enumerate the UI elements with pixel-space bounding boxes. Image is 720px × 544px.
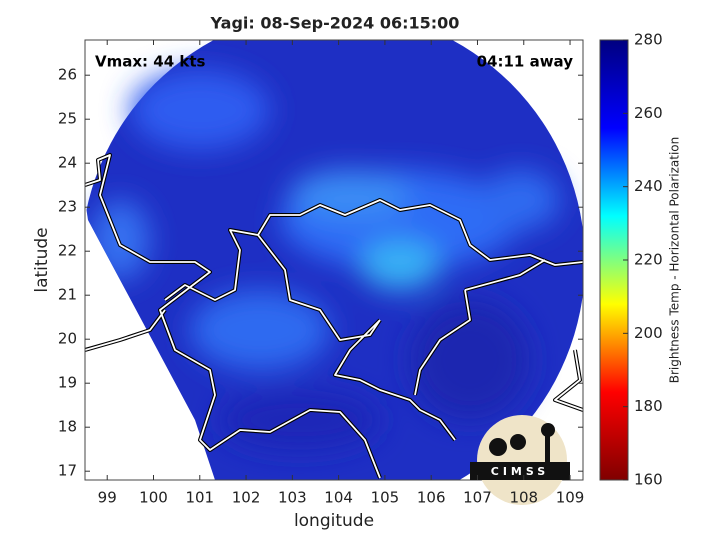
y-tick-label: 17 [58,462,77,480]
annotation: 04:11 away [477,53,574,71]
x-tick-label: 103 [278,489,307,507]
y-tick-label: 23 [58,198,77,216]
y-tick-label: 18 [58,418,77,436]
y-tick-label: 24 [58,154,77,172]
x-axis-label: longitude [294,511,374,531]
colorbar-tick-label: 260 [634,104,663,122]
chart-title: Yagi: 08-Sep-2024 06:15:00 [210,14,460,33]
x-tick-label: 106 [417,489,446,507]
colorbar-tick-label: 240 [634,177,663,195]
y-tick-label: 19 [58,374,77,392]
colorbar-tick-label: 160 [634,471,663,489]
logo-text: CIMSS [491,465,549,478]
x-tick-label: 104 [324,489,353,507]
y-tick-label: 25 [58,110,77,128]
x-tick-label: 108 [509,489,538,507]
colorbar-tick-label: 200 [634,324,663,342]
x-tick-label: 102 [232,489,261,507]
x-tick-label: 107 [463,489,492,507]
x-tick-label: 100 [139,489,168,507]
swath [85,40,583,480]
y-tick-label: 22 [58,242,77,260]
colorbar-tick-label: 280 [634,31,663,49]
colorbar-tick-label: 220 [634,251,663,269]
x-tick-label: 99 [98,489,117,507]
plot-frame [84,39,584,481]
annotation: Vmax: 44 kts [95,53,205,71]
x-tick-label: 109 [556,489,585,507]
y-tick-label: 26 [58,66,77,84]
cimss-logo: CIMSS [470,415,570,505]
y-tick-label: 20 [58,330,77,348]
y-axis-label: latitude [32,227,52,292]
colorbar-label: Brightness Temp - Horizontal Polarizatio… [668,137,682,384]
colorbar-tick-label: 180 [634,397,663,415]
x-tick-label: 105 [371,489,400,507]
x-tick-label: 101 [185,489,214,507]
y-tick-label: 21 [58,286,77,304]
